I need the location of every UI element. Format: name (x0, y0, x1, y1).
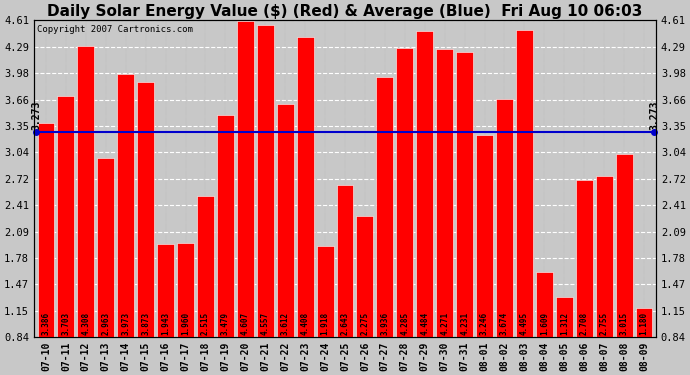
Bar (137, 82, 154, 337)
Bar (217, 115, 234, 337)
Text: 3.015: 3.015 (620, 312, 629, 335)
Bar (496, 99, 513, 337)
Bar (57, 96, 75, 337)
Bar (476, 135, 493, 337)
Text: 1.943: 1.943 (161, 312, 170, 335)
Bar (556, 297, 573, 337)
Bar (97, 159, 115, 337)
Bar (277, 104, 294, 337)
Bar (595, 176, 613, 337)
Text: 3.703: 3.703 (61, 312, 70, 335)
Text: Copyright 2007 Cartronics.com: Copyright 2007 Cartronics.com (37, 25, 193, 34)
Bar (635, 308, 653, 337)
Text: 4.308: 4.308 (81, 312, 90, 335)
Bar (197, 196, 214, 337)
Text: 3.973: 3.973 (121, 312, 130, 335)
Bar (575, 180, 593, 337)
Text: 3.873: 3.873 (141, 312, 150, 335)
Text: 3.479: 3.479 (221, 312, 230, 335)
Bar (516, 30, 533, 337)
Bar (615, 154, 633, 337)
Text: 3.246: 3.246 (480, 312, 489, 335)
Text: 4.271: 4.271 (440, 312, 449, 335)
Bar (317, 246, 333, 337)
Bar (297, 37, 313, 337)
Bar (357, 216, 373, 337)
Text: 3.674: 3.674 (500, 312, 509, 335)
Text: 2.275: 2.275 (360, 312, 369, 335)
Text: 2.708: 2.708 (580, 312, 589, 335)
Title: Daily Solar Energy Value ($) (Red) & Average (Blue)  Fri Aug 10 06:03: Daily Solar Energy Value ($) (Red) & Ave… (48, 4, 642, 19)
Text: 4.231: 4.231 (460, 312, 469, 335)
Text: 3.936: 3.936 (380, 312, 389, 335)
Bar (77, 46, 95, 337)
Text: 4.557: 4.557 (261, 312, 270, 335)
Text: 4.607: 4.607 (241, 312, 250, 335)
Text: 4.484: 4.484 (420, 312, 429, 335)
Text: 4.408: 4.408 (301, 312, 310, 335)
Bar (117, 74, 134, 337)
Text: 2.515: 2.515 (201, 312, 210, 335)
Text: 3.273: 3.273 (31, 100, 41, 130)
Bar (416, 31, 433, 337)
Bar (37, 123, 55, 337)
Text: 1.918: 1.918 (321, 312, 330, 335)
Bar (436, 49, 453, 337)
Bar (337, 185, 353, 337)
Text: 3.612: 3.612 (281, 312, 290, 335)
Bar (456, 52, 473, 337)
Bar (157, 244, 174, 337)
Bar (377, 77, 393, 337)
Text: 3.273: 3.273 (649, 100, 659, 130)
Bar (257, 25, 274, 337)
Text: 4.495: 4.495 (520, 312, 529, 335)
Text: 4.285: 4.285 (400, 312, 409, 335)
Bar (536, 272, 553, 337)
Bar (177, 243, 194, 337)
Text: 2.963: 2.963 (101, 312, 110, 335)
Text: 1.180: 1.180 (640, 312, 649, 335)
Text: 1.960: 1.960 (181, 312, 190, 335)
Bar (396, 48, 413, 337)
Text: 1.609: 1.609 (540, 312, 549, 335)
Text: 2.643: 2.643 (340, 312, 350, 335)
Text: 2.755: 2.755 (600, 312, 609, 335)
Bar (237, 21, 254, 337)
Text: 3.386: 3.386 (41, 312, 50, 335)
Text: 1.312: 1.312 (560, 312, 569, 335)
